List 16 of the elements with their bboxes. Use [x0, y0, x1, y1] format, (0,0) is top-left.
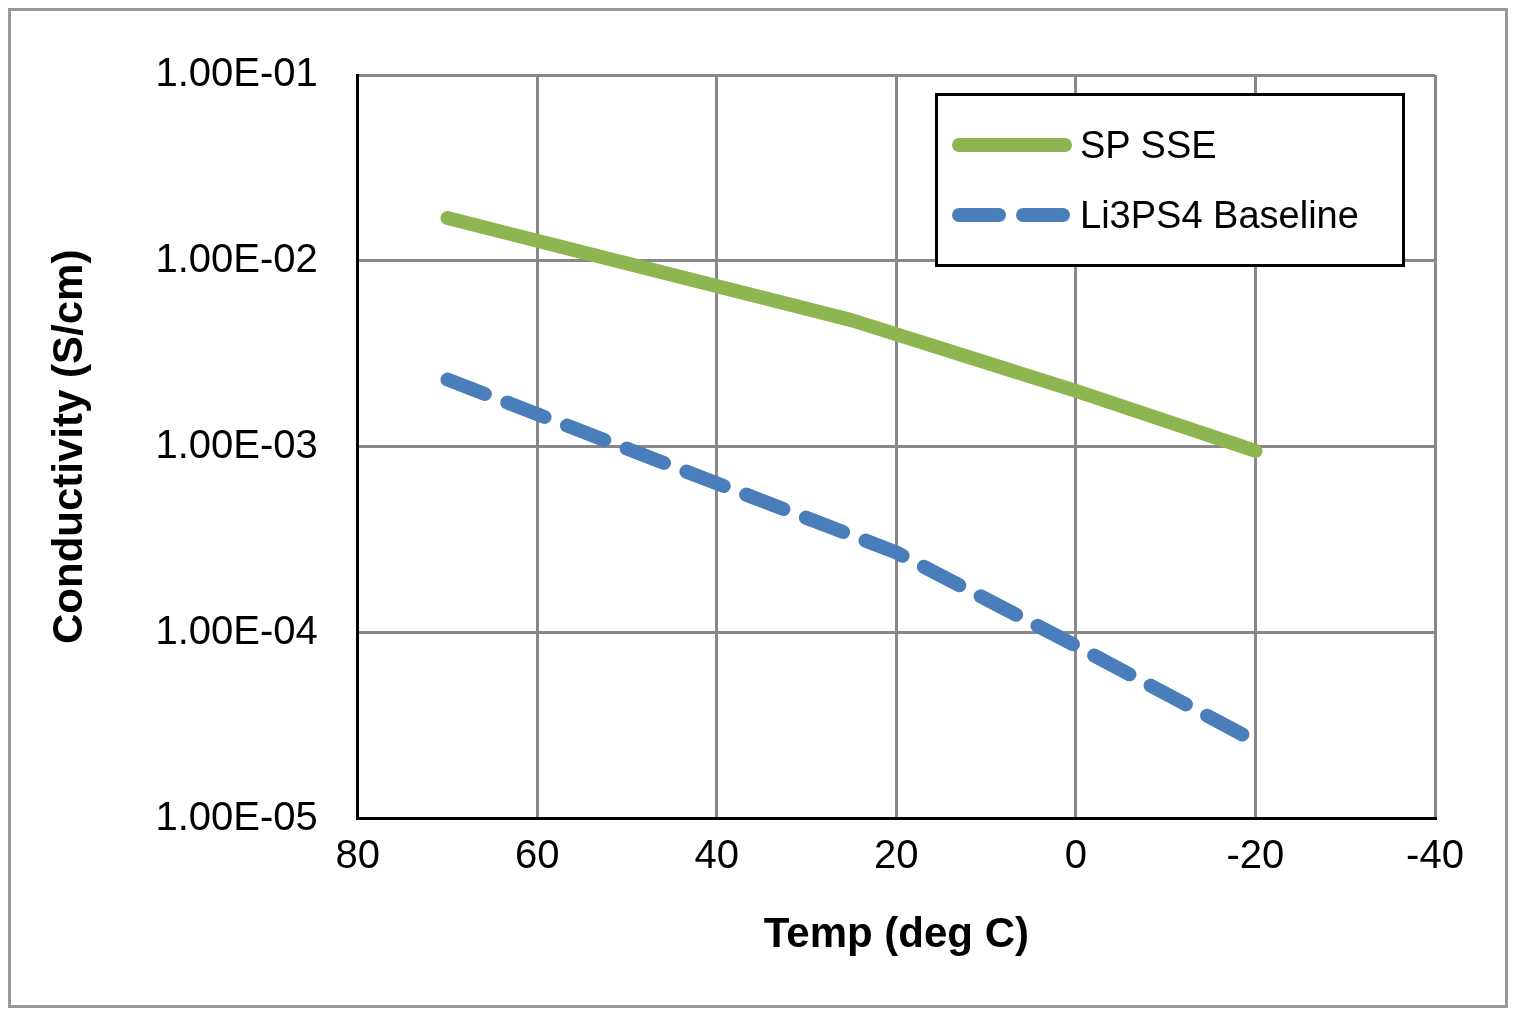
- x-tick-label: 60: [515, 831, 560, 876]
- x-axis-title: Temp (deg C): [763, 909, 1029, 957]
- legend-label: SP SSE: [1080, 123, 1217, 167]
- x-tick-label: -40: [1406, 831, 1464, 876]
- y-tick-label: 1.00E-04: [155, 607, 318, 652]
- x-tick-label: 0: [1064, 831, 1088, 876]
- x-tick-label: 40: [694, 831, 740, 876]
- x-tick-label: 80: [335, 831, 380, 876]
- y-tick-label: 1.00E-02: [155, 235, 318, 280]
- y-tick-label: 1.00E-03: [155, 421, 318, 466]
- y-tick-label: 1.00E-05: [155, 793, 318, 838]
- x-tick-label: 20: [874, 831, 919, 876]
- y-tick-label: 1.00E-01: [155, 50, 318, 95]
- legend-label: Li3PS4 Baseline: [1080, 193, 1359, 237]
- x-tick-label: -20: [1226, 831, 1285, 876]
- y-axis-title: Conductivity (S/cm): [43, 249, 91, 644]
